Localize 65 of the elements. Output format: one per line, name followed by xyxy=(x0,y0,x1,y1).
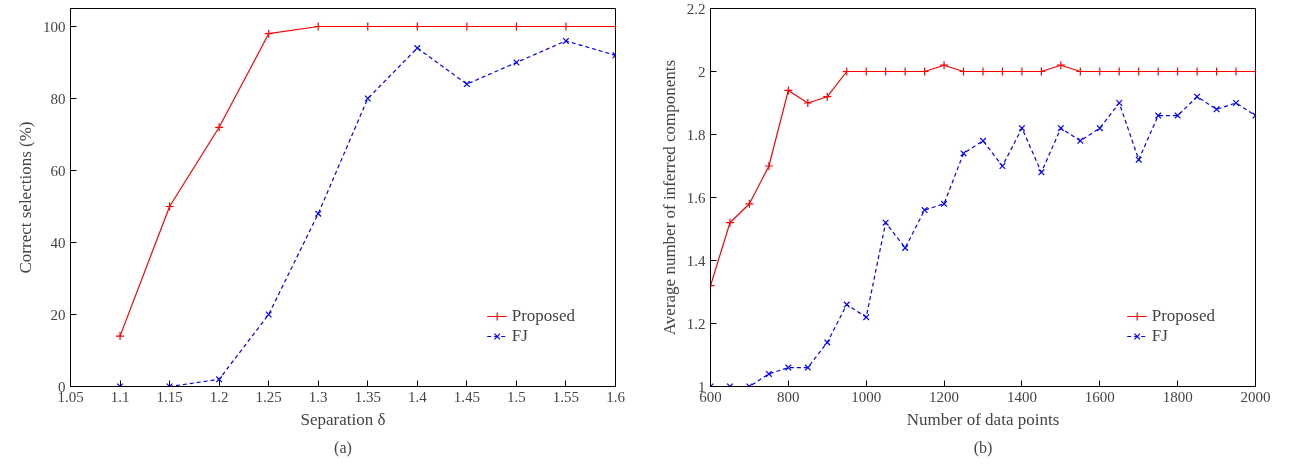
x-tick-label: 1.4 xyxy=(407,388,428,405)
point xyxy=(803,98,813,108)
legend-label: Proposed xyxy=(1151,306,1215,326)
x-tick-label: 1.6 xyxy=(606,388,626,405)
y-tick-label: 80 xyxy=(50,90,66,107)
point xyxy=(939,60,949,70)
y-tick-label: 20 xyxy=(50,306,66,323)
text: (b) xyxy=(973,438,993,457)
point xyxy=(1037,168,1045,176)
x-tick-label: 1.25 xyxy=(255,388,282,405)
x-tick-label: 1.45 xyxy=(453,388,480,405)
point xyxy=(921,206,929,214)
y-tick-label: 60 xyxy=(50,162,66,179)
x-tick-label: 1000 xyxy=(851,388,882,405)
point xyxy=(364,95,372,102)
point xyxy=(1076,137,1084,145)
point xyxy=(1213,105,1220,113)
x-tick-label: 800 xyxy=(777,388,800,405)
x-axis-title: Number of data points xyxy=(906,409,1060,429)
x-tick-label: 1.5 xyxy=(507,388,526,405)
y-tick-label: 1.6 xyxy=(686,189,706,206)
y-axis-title: Average number of inferred components xyxy=(659,59,679,336)
x-tick-label: 1.2 xyxy=(209,388,229,405)
x-tick-label: 1.35 xyxy=(354,388,381,405)
point xyxy=(999,162,1006,170)
point xyxy=(823,338,831,346)
point xyxy=(979,137,987,145)
x-tick-label: 2000 xyxy=(1240,388,1271,405)
x-tick-label: 1.3 xyxy=(308,388,328,405)
y-tick-label: 40 xyxy=(50,234,66,251)
x-tick-label: 1400 xyxy=(1006,388,1037,405)
y-tick-label: 2.2 xyxy=(686,0,706,17)
y-tick-label: 1.2 xyxy=(686,315,706,332)
point xyxy=(1193,93,1201,101)
point xyxy=(940,200,948,208)
point xyxy=(115,331,125,341)
point xyxy=(725,218,735,228)
point xyxy=(214,122,224,132)
y-tick-label: 1.4 xyxy=(686,252,706,269)
point xyxy=(215,375,223,383)
x-tick-label: 1200 xyxy=(929,388,960,405)
y-tick-label: 100 xyxy=(43,18,66,35)
point xyxy=(265,311,273,318)
x-tick-label: 1.55 xyxy=(552,388,580,405)
point xyxy=(1018,124,1026,132)
x-tick-label: 1800 xyxy=(1162,388,1193,405)
point xyxy=(413,44,421,52)
legend-label: FJ xyxy=(511,326,529,346)
text: (a) xyxy=(334,438,352,457)
legend-label: FJ xyxy=(1151,326,1169,346)
point xyxy=(843,301,851,309)
x-axis-title: Separation δ xyxy=(300,409,386,429)
x-tick-label: 1.15 xyxy=(156,388,183,405)
point xyxy=(1056,60,1066,70)
point xyxy=(1115,99,1123,107)
point xyxy=(764,161,774,171)
x-tick-label: 1.1 xyxy=(110,388,130,405)
y-tick-label: 1.8 xyxy=(686,126,706,143)
point xyxy=(804,364,812,372)
y-axis-title: Correct selections (%) xyxy=(16,121,35,274)
point xyxy=(512,59,520,66)
y-tick-label: 2 xyxy=(698,63,706,80)
x-tick-label: 1600 xyxy=(1084,388,1115,405)
legend-label: Proposed xyxy=(511,306,575,326)
point xyxy=(1154,112,1162,120)
